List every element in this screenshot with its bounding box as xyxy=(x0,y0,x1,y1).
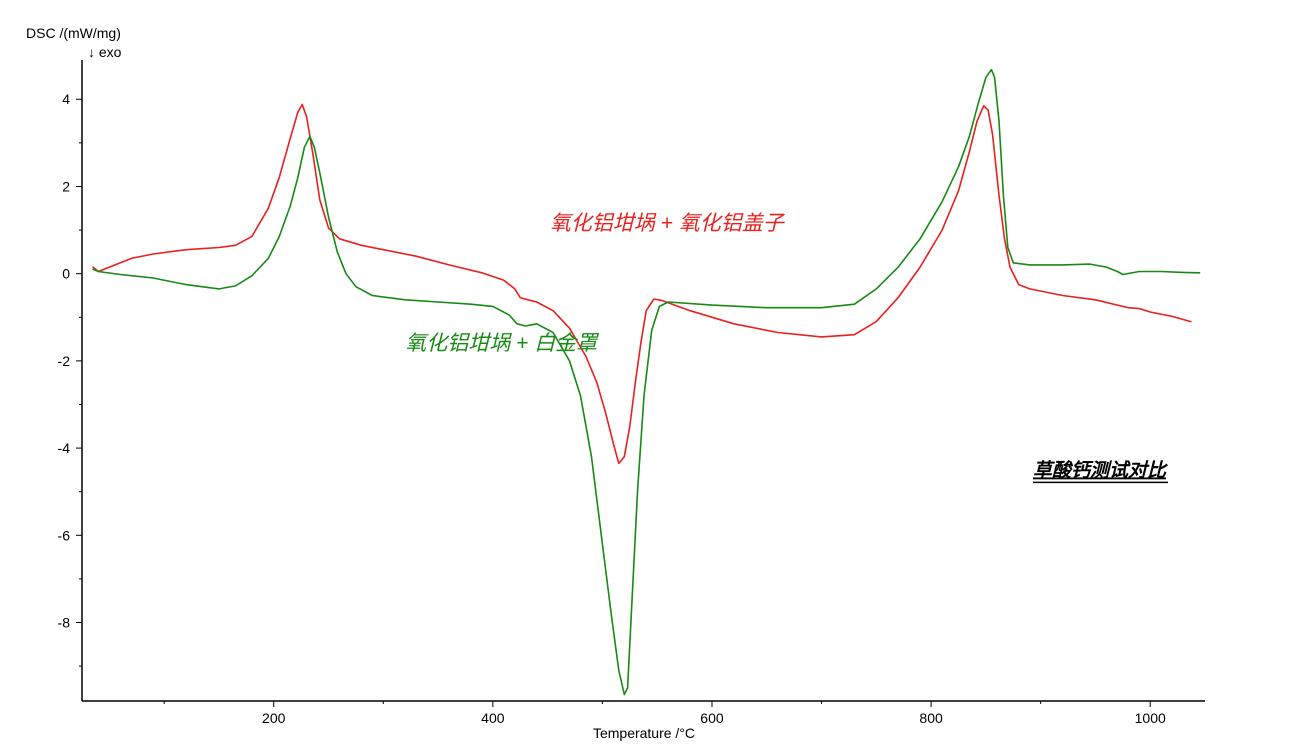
y-tick-label: -8 xyxy=(58,615,71,631)
y-tick-label: 2 xyxy=(62,178,70,194)
y-tick-label: 4 xyxy=(62,91,70,107)
axes: 200 400 600 800 1000 4 2 0 -2 -4 -6 -8 xyxy=(58,60,1205,726)
series-annotation-alumina-lid: 氧化铝坩埚 + 氧化铝盖子 xyxy=(550,212,786,235)
x-tick-label: 800 xyxy=(919,710,943,726)
chart-title: 草酸钙测试对比 xyxy=(1033,459,1168,481)
exo-direction-note: ↓ exo xyxy=(88,44,122,60)
y-tick-label: -2 xyxy=(58,353,71,369)
x-tick-label: 1000 xyxy=(1135,710,1166,726)
x-tick-label: 600 xyxy=(700,710,724,726)
y-tick-label: -4 xyxy=(58,440,71,456)
x-tick-label: 400 xyxy=(481,710,505,726)
series-line-0 xyxy=(92,103,1192,465)
y-axis-title: DSC /(mW/mg) xyxy=(26,25,121,41)
x-axis-title: Temperature /°C xyxy=(593,725,695,741)
text-layer: DSC /(mW/mg) ↓ exo Temperature /°C 草酸钙测试… xyxy=(26,25,1168,741)
series-line-1 xyxy=(92,68,1201,696)
y-tick-label: 0 xyxy=(62,266,70,282)
x-tick-label: 200 xyxy=(262,710,286,726)
series-annotation-platinum-cover: 氧化铝坩埚 + 白金罩 xyxy=(405,332,599,355)
series-layer xyxy=(92,68,1201,696)
y-tick-label: -6 xyxy=(58,527,71,543)
